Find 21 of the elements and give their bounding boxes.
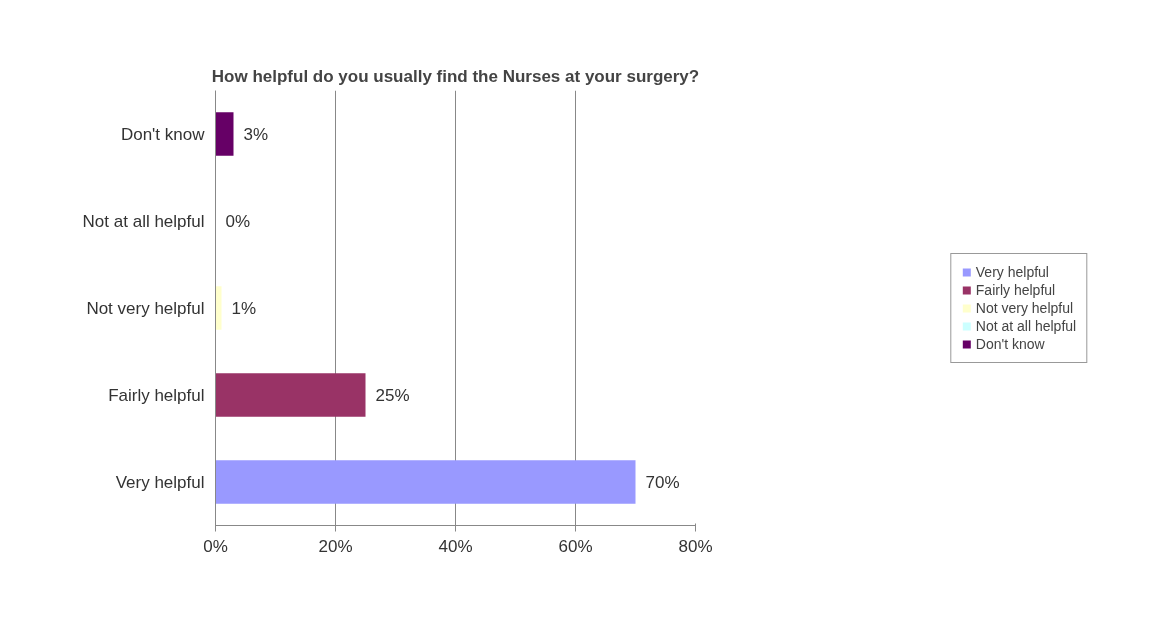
y-tick-label: Very helpful: [115, 472, 205, 492]
data-label: 0%: [225, 211, 251, 231]
x-tick-label: 20%: [318, 536, 353, 556]
legend-label: Fairly helpful: [975, 281, 1056, 298]
legend-label: Not very helpful: [975, 299, 1074, 316]
chart-title: How helpful do you usually find the Nurses at your surgery?: [211, 66, 700, 86]
y-tick-label: Fairly helpful: [108, 385, 205, 405]
x-tick-label: 0%: [203, 536, 228, 556]
data-label: 3%: [243, 124, 269, 144]
y-tick-label: Not very helpful: [86, 298, 205, 318]
data-label: 70%: [645, 472, 680, 492]
x-tick-label: 40%: [438, 536, 473, 556]
y-tick-label: Not at all helpful: [82, 211, 205, 231]
x-tick-label: 60%: [558, 536, 593, 556]
data-label: 1%: [231, 298, 257, 318]
legend-label: Not at all helpful: [975, 317, 1077, 334]
legend-label: Don't know: [975, 335, 1045, 352]
data-label: 25%: [375, 385, 410, 405]
legend-label: Very helpful: [975, 263, 1049, 280]
y-tick-label: Don't know: [120, 124, 206, 144]
x-tick-label: 80%: [678, 536, 713, 556]
